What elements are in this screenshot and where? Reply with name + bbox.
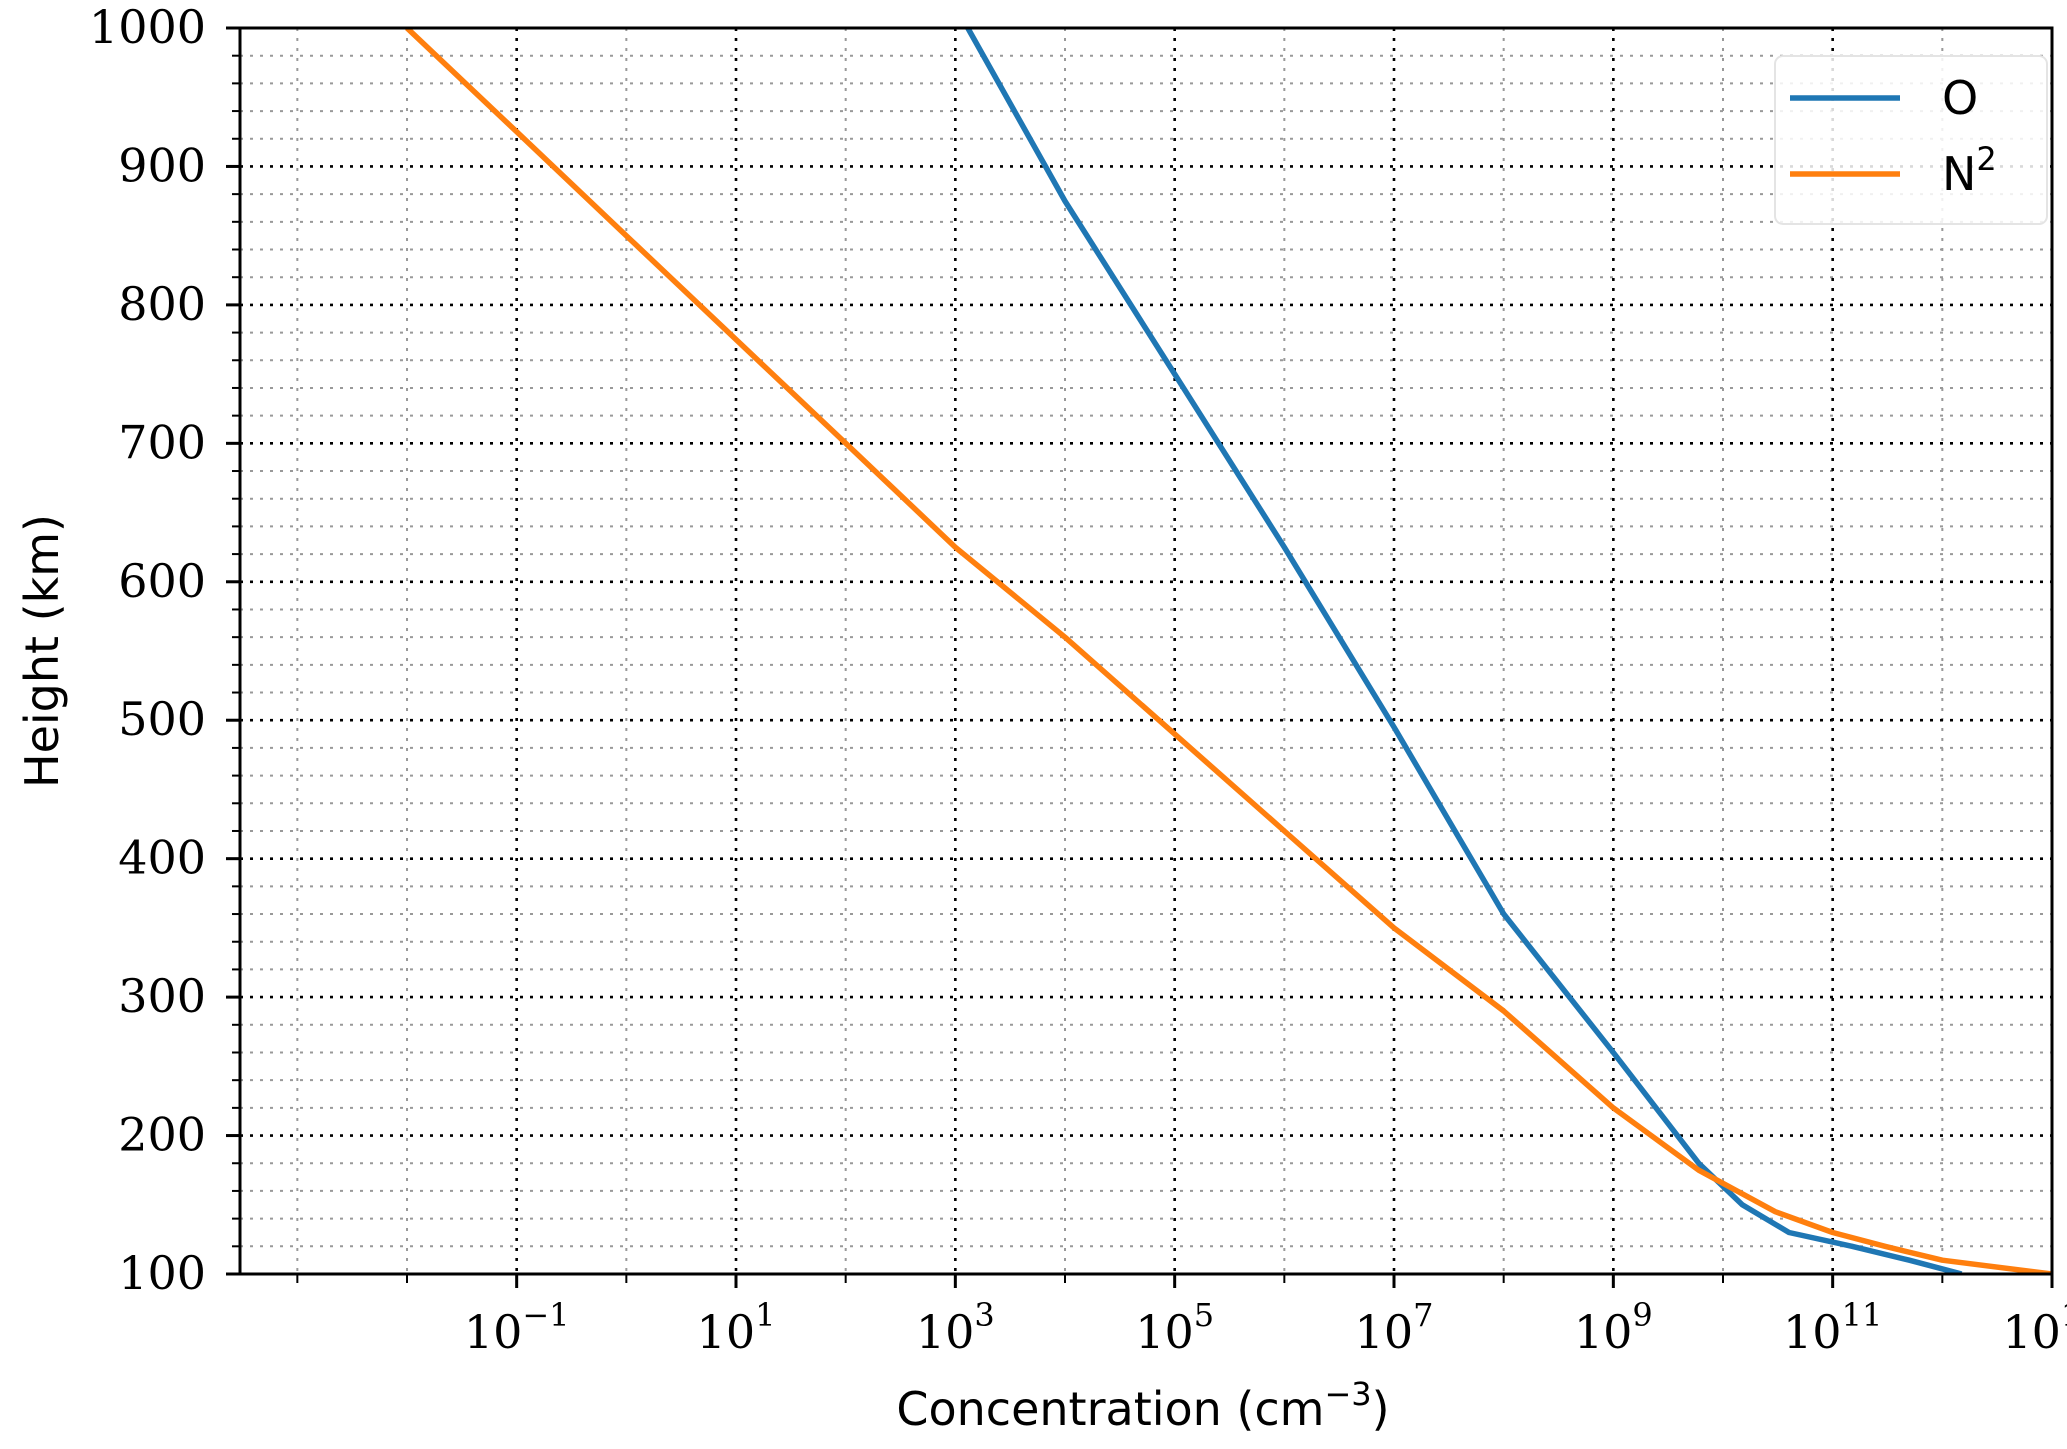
x-tick-label: 107 — [1355, 1296, 1434, 1359]
y-tick-labels: 100 200 300 400 500 600 700 800 900 1000 — [89, 0, 206, 1300]
series-line-o — [965, 28, 1963, 1274]
x-tick-label: 105 — [1135, 1296, 1214, 1359]
x-axis-label-end: ) — [1372, 1382, 1390, 1436]
x-tick-label: 109 — [1574, 1296, 1653, 1359]
y-tick-label: 900 — [118, 138, 206, 192]
x-axis-label-exponent: −3 — [1324, 1375, 1371, 1413]
y-tick-label: 500 — [118, 692, 206, 746]
y-tick-label: 800 — [118, 277, 206, 331]
x-tick-label: 101 — [697, 1296, 776, 1359]
y-tick-label: 200 — [118, 1108, 206, 1162]
legend-box — [1774, 55, 2048, 225]
x-tick-label: 10−1 — [464, 1296, 570, 1359]
minor-gridlines — [240, 28, 2052, 1274]
series-layer — [405, 28, 2052, 1274]
tick-marks — [226, 26, 2054, 1288]
y-tick-label: 300 — [118, 969, 206, 1023]
x-tick-label: 103 — [916, 1296, 995, 1359]
plot-frame — [238, 26, 2054, 1276]
x-axis-label-main: Concentration (cm — [896, 1382, 1324, 1436]
y-tick-label: 600 — [118, 554, 206, 608]
series-line-n — [405, 28, 2052, 1274]
y-tick-label: 700 — [118, 415, 206, 469]
legend-label: N2 — [1942, 140, 1997, 201]
y-tick-label: 1000 — [89, 0, 206, 54]
x-tick-labels: 10−1 101 103 105 107 109 1011 1013 — [464, 1296, 2067, 1359]
y-tick-label: 400 — [118, 831, 206, 885]
x-tick-label: 1011 — [1783, 1296, 1882, 1359]
legend-label: O — [1942, 71, 1978, 125]
legend: O N2 — [1774, 55, 2048, 225]
x-tick-label: 1013 — [2002, 1296, 2067, 1359]
y-tick-label: 100 — [118, 1246, 206, 1300]
y-axis-label: Height (km) — [15, 514, 69, 788]
x-axis-label: Concentration (cm−3) — [896, 1375, 1389, 1436]
